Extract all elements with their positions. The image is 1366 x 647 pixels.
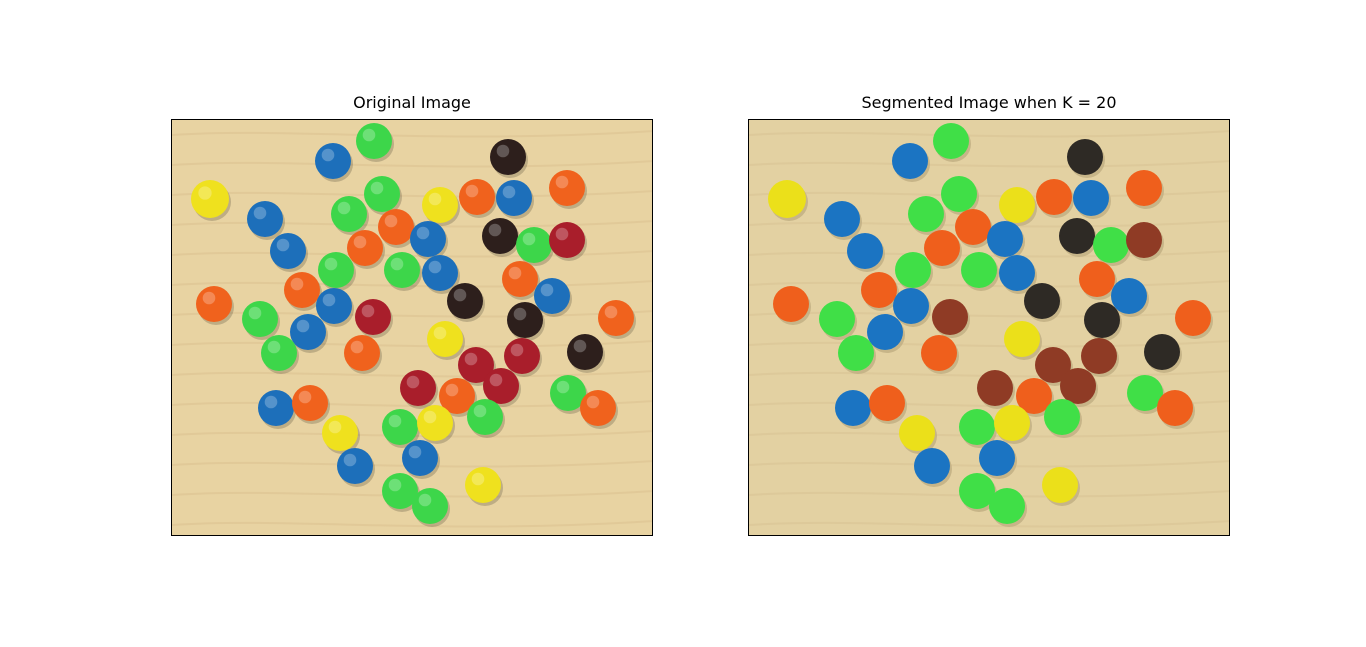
segmented-photo <box>749 120 1230 536</box>
segmented-image-panel: Segmented Image when K = 20 <box>748 119 1230 536</box>
original-image-panel: Original Image <box>171 119 653 536</box>
segmented-image-title: Segmented Image when K = 20 <box>748 93 1230 112</box>
segmented-image <box>748 119 1230 536</box>
original-image-title: Original Image <box>171 93 653 112</box>
original-photo <box>172 120 653 536</box>
original-image <box>171 119 653 536</box>
